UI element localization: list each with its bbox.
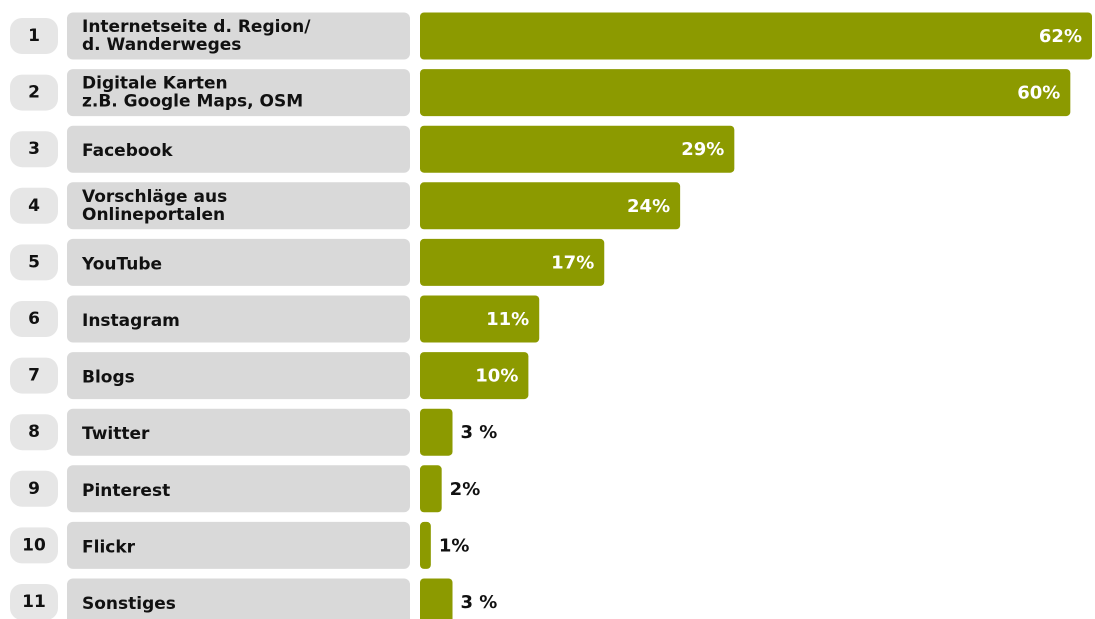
rank: 11 — [22, 592, 46, 612]
value-label: 3 % — [461, 422, 498, 443]
category-label: YouTube — [81, 254, 162, 274]
bar — [420, 12, 1092, 60]
value-label: 10% — [475, 366, 518, 387]
category-box — [67, 352, 410, 400]
value-label: 24% — [627, 196, 670, 217]
category-box — [67, 238, 410, 286]
bar — [420, 521, 431, 569]
bar — [420, 408, 453, 456]
rank: 2 — [28, 83, 40, 103]
value-label: 29% — [681, 139, 724, 160]
bar — [420, 69, 1071, 117]
category-box — [67, 465, 410, 513]
category-box — [67, 408, 410, 456]
value-label: 60% — [1017, 83, 1060, 104]
bar — [420, 182, 681, 230]
rank: 1 — [28, 26, 40, 46]
rank-badge — [10, 301, 58, 337]
category-label: Twitter — [82, 424, 150, 444]
rank-badge — [10, 74, 58, 111]
category-label: z.B. Google Maps, OSM — [82, 92, 303, 112]
category-label: Flickr — [82, 537, 136, 557]
bar — [420, 238, 605, 286]
category-box — [67, 125, 410, 173]
category-box — [67, 182, 410, 230]
rank: 4 — [28, 196, 40, 216]
value-label: 3 % — [461, 592, 498, 613]
category-box — [67, 578, 410, 619]
rank-badge — [10, 18, 58, 54]
value-label: 1% — [439, 535, 470, 556]
category-label: Blogs — [82, 368, 135, 388]
rank-badge — [10, 244, 58, 281]
category-box — [67, 295, 410, 343]
bar — [420, 465, 442, 513]
rank-badge — [10, 527, 58, 564]
bar — [420, 352, 529, 400]
category-label: Internetseite d. Region/ — [82, 17, 311, 37]
category-label: Digitale Karten — [82, 74, 228, 94]
category-box — [67, 69, 410, 117]
rank: 9 — [28, 479, 40, 499]
rank: 3 — [28, 139, 40, 159]
category-box — [67, 521, 410, 569]
rank: 7 — [28, 366, 40, 386]
rank: 5 — [28, 252, 40, 272]
value-label: 62% — [1039, 26, 1082, 47]
category-label: Onlineportalen — [82, 205, 225, 225]
rank-badge — [10, 131, 58, 168]
rank: 8 — [28, 422, 40, 442]
category-label: Pinterest — [82, 481, 170, 501]
rank-badge — [10, 414, 58, 451]
rank: 10 — [22, 535, 46, 555]
category-label: d. Wanderweges — [82, 35, 241, 55]
value-label: 11% — [486, 309, 529, 330]
category-label: Vorschläge aus — [82, 187, 227, 207]
bar — [420, 125, 735, 173]
category-box — [67, 12, 410, 60]
rank-badge — [10, 584, 58, 619]
rank-badge — [10, 470, 58, 507]
category-label: Facebook — [82, 141, 173, 161]
value-label: 2% — [450, 479, 481, 500]
value-label: 17% — [551, 252, 594, 273]
rank: 6 — [28, 309, 40, 329]
rank-badge — [10, 357, 58, 394]
category-label: Instagram — [82, 311, 180, 331]
category-label: Sonstiges — [82, 594, 176, 614]
rank-badge — [10, 187, 58, 224]
bar — [420, 578, 453, 619]
bar — [420, 295, 540, 343]
